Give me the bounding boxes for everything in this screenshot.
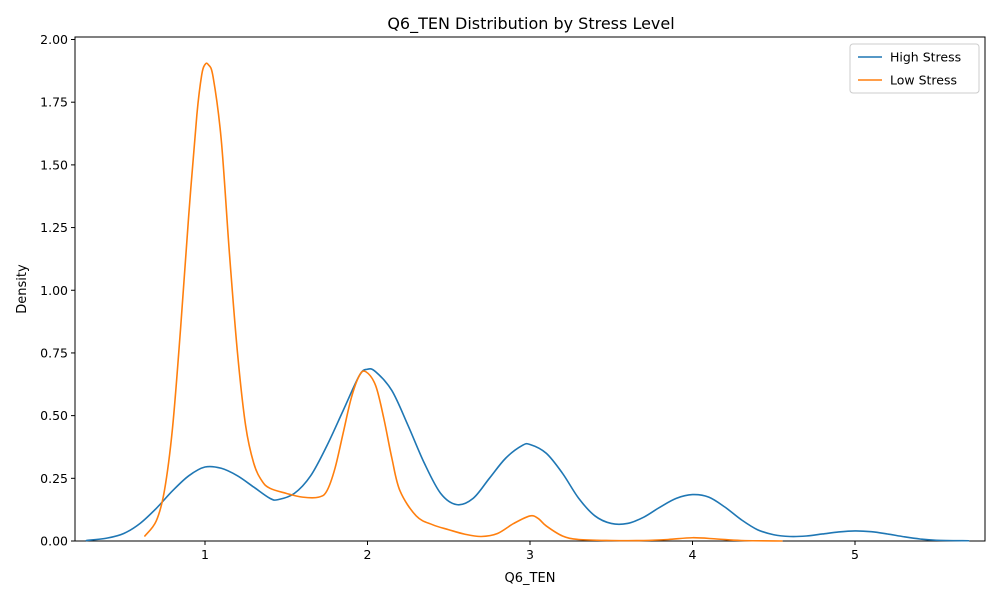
chart-title: Q6_TEN Distribution by Stress Level xyxy=(387,14,674,34)
y-tick-label: 0.00 xyxy=(40,534,68,549)
legend: High Stress Low Stress xyxy=(849,43,980,94)
x-tick-label: 5 xyxy=(851,547,859,562)
x-axis: 1 2 3 4 5 xyxy=(201,541,859,562)
legend-label-high-stress: High Stress xyxy=(890,50,961,65)
x-tick-label: 4 xyxy=(689,547,697,562)
y-tick-label: 0.50 xyxy=(40,408,68,423)
legend-label-low-stress: Low Stress xyxy=(890,73,957,88)
series-line-low-stress xyxy=(144,62,783,542)
x-tick-label: 2 xyxy=(364,547,372,562)
y-axis-label: Density xyxy=(15,264,30,314)
y-tick-label: 1.00 xyxy=(40,283,68,298)
y-tick-label: 2.00 xyxy=(40,32,68,47)
y-tick-label: 0.75 xyxy=(40,345,68,360)
y-tick-label: 1.25 xyxy=(40,220,68,235)
plot-frame xyxy=(74,36,986,542)
y-tick-label: 1.50 xyxy=(40,157,68,172)
x-tick-label: 1 xyxy=(201,547,209,562)
legend-frame xyxy=(849,43,980,94)
x-tick-label: 3 xyxy=(526,547,534,562)
series-line-high-stress xyxy=(85,368,970,542)
y-tick-label: 1.75 xyxy=(40,95,68,110)
y-axis: 0.00 0.25 0.50 0.75 1.00 1.25 1.50 1.75 2.00 xyxy=(40,32,75,549)
x-axis-label: Q6_TEN xyxy=(505,571,556,586)
series-lines xyxy=(85,62,970,542)
y-tick-label: 0.25 xyxy=(40,471,68,486)
